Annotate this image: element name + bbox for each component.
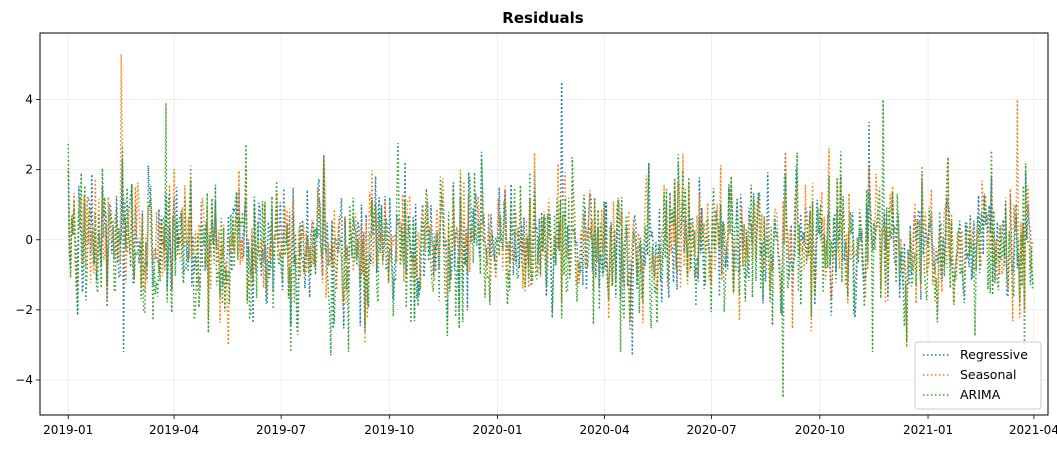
x-tick-label: 2021-04 xyxy=(1009,423,1057,437)
y-tick-label: 0 xyxy=(25,233,33,247)
y-tick-label: 4 xyxy=(25,93,33,107)
legend: Regressive Seasonal ARIMA xyxy=(914,341,1042,410)
series-line-seasonal xyxy=(67,54,1034,348)
y-tick-label: −4 xyxy=(15,373,33,387)
legend-box xyxy=(914,341,1042,410)
y-tick-label: −2 xyxy=(15,303,33,317)
y-tick-label: 2 xyxy=(25,163,33,177)
series-line-regressive xyxy=(67,82,1034,356)
x-tick-label: 2020-10 xyxy=(795,423,845,437)
x-tick-label: 2020-01 xyxy=(472,423,522,437)
plot-frame xyxy=(39,32,1049,416)
y-axis: −4 −2 0 2 4 xyxy=(15,93,40,387)
legend-label: Regressive xyxy=(960,347,1028,362)
series-line-arima xyxy=(67,99,1034,398)
series-layer xyxy=(67,54,1034,398)
x-tick-label: 2019-10 xyxy=(364,423,414,437)
x-tick-label: 2019-04 xyxy=(149,423,199,437)
x-tick-label: 2021-01 xyxy=(903,423,953,437)
legend-label: Seasonal xyxy=(960,367,1017,382)
x-tick-label: 2019-07 xyxy=(256,423,306,437)
x-axis: 2019-01 2019-04 2019-07 2019-10 2020-01 2020-… xyxy=(43,415,1057,437)
legend-label: ARIMA xyxy=(960,387,1001,402)
chart-title: Residuals xyxy=(502,9,583,27)
x-tick-label: 2019-01 xyxy=(43,423,93,437)
x-tick-label: 2020-04 xyxy=(580,423,630,437)
x-tick-label: 2020-07 xyxy=(687,423,737,437)
